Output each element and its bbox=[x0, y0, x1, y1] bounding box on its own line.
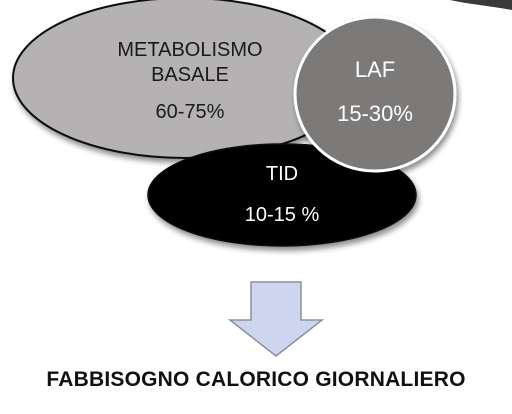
metabolism-label-line1: METABOLISMO bbox=[117, 39, 262, 61]
tid-label: TID bbox=[266, 163, 298, 185]
laf-circle bbox=[293, 15, 457, 173]
laf-value: 15-30% bbox=[337, 101, 413, 126]
laf-label: LAF bbox=[355, 57, 395, 82]
corner-decoration bbox=[450, 0, 512, 10]
metabolism-label-line2: BASALE bbox=[151, 64, 229, 86]
tid-value: 10-15 % bbox=[245, 204, 320, 226]
caption: FABBISOGNO CALORICO GIORNALIERO bbox=[46, 368, 466, 391]
down-arrow-icon bbox=[227, 281, 325, 357]
metabolism-value: 60-75% bbox=[156, 101, 225, 123]
tid-ellipse bbox=[147, 143, 417, 247]
